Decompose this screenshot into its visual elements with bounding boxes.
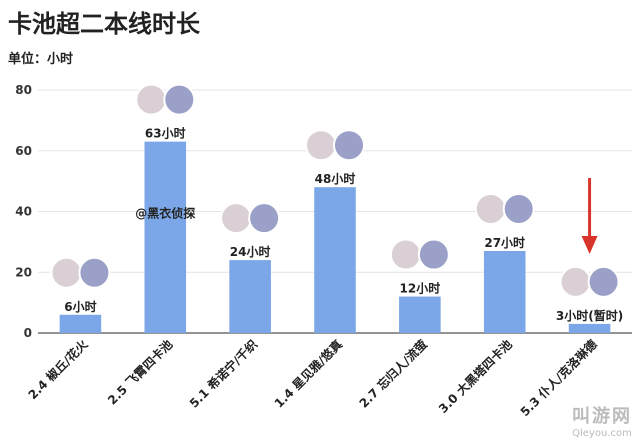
bar xyxy=(483,250,526,333)
bar xyxy=(399,296,441,333)
category-label: 1.4 星见雅/悠真 xyxy=(271,337,345,411)
data-label: 48小时 xyxy=(315,171,356,186)
data-label: 27小时 xyxy=(484,235,525,250)
character-avatar xyxy=(502,192,535,225)
category-label: 2.5 飞霄四卡池 xyxy=(104,337,175,408)
character-avatar xyxy=(135,83,168,116)
character-avatar xyxy=(587,265,620,298)
y-tick-label: 20 xyxy=(15,265,32,279)
bar xyxy=(229,260,271,333)
character-avatar xyxy=(474,192,507,225)
annotation-text: @黑衣侦探 xyxy=(135,206,195,221)
data-label: 24小时 xyxy=(230,244,271,259)
y-tick-label: 0 xyxy=(24,326,32,340)
bar xyxy=(144,141,187,333)
data-label: 3小时(暂时) xyxy=(556,308,623,323)
unit-label: 单位：小时 xyxy=(8,52,74,67)
watermark-sub: Qleyou.com xyxy=(572,428,632,439)
data-label: 12小时 xyxy=(400,281,441,296)
category-label: 2.4 椒丘/花火 xyxy=(25,336,91,402)
category-label: 2.7 忘归人/流萤 xyxy=(356,337,430,411)
highlight-arrow-head xyxy=(581,236,598,254)
y-tick-label: 80 xyxy=(15,83,32,97)
y-tick-label: 60 xyxy=(15,144,32,158)
chart-title: 卡池超二本线时长 xyxy=(8,10,200,38)
character-avatar xyxy=(559,265,592,298)
character-avatar xyxy=(305,129,337,162)
character-avatar xyxy=(248,202,281,235)
y-tick-label: 40 xyxy=(15,205,32,219)
bar xyxy=(568,323,611,333)
character-avatar xyxy=(417,238,450,271)
character-avatar xyxy=(220,202,253,235)
bar xyxy=(59,314,102,333)
watermark-main: 叫游网 xyxy=(572,406,632,427)
character-avatar xyxy=(389,238,422,271)
category-label: 5.1 希诺宁/千织 xyxy=(186,337,260,411)
character-avatar xyxy=(333,129,365,162)
category-label: 3.0 大黑塔四卡池 xyxy=(435,337,515,417)
bar xyxy=(314,187,356,333)
character-avatar xyxy=(78,256,111,289)
watermark: 叫游网 Qleyou.com xyxy=(572,402,632,439)
data-label: 6小时 xyxy=(64,299,96,314)
character-avatar xyxy=(163,83,196,116)
character-avatar xyxy=(50,256,83,289)
data-label: 63小时 xyxy=(145,126,186,141)
